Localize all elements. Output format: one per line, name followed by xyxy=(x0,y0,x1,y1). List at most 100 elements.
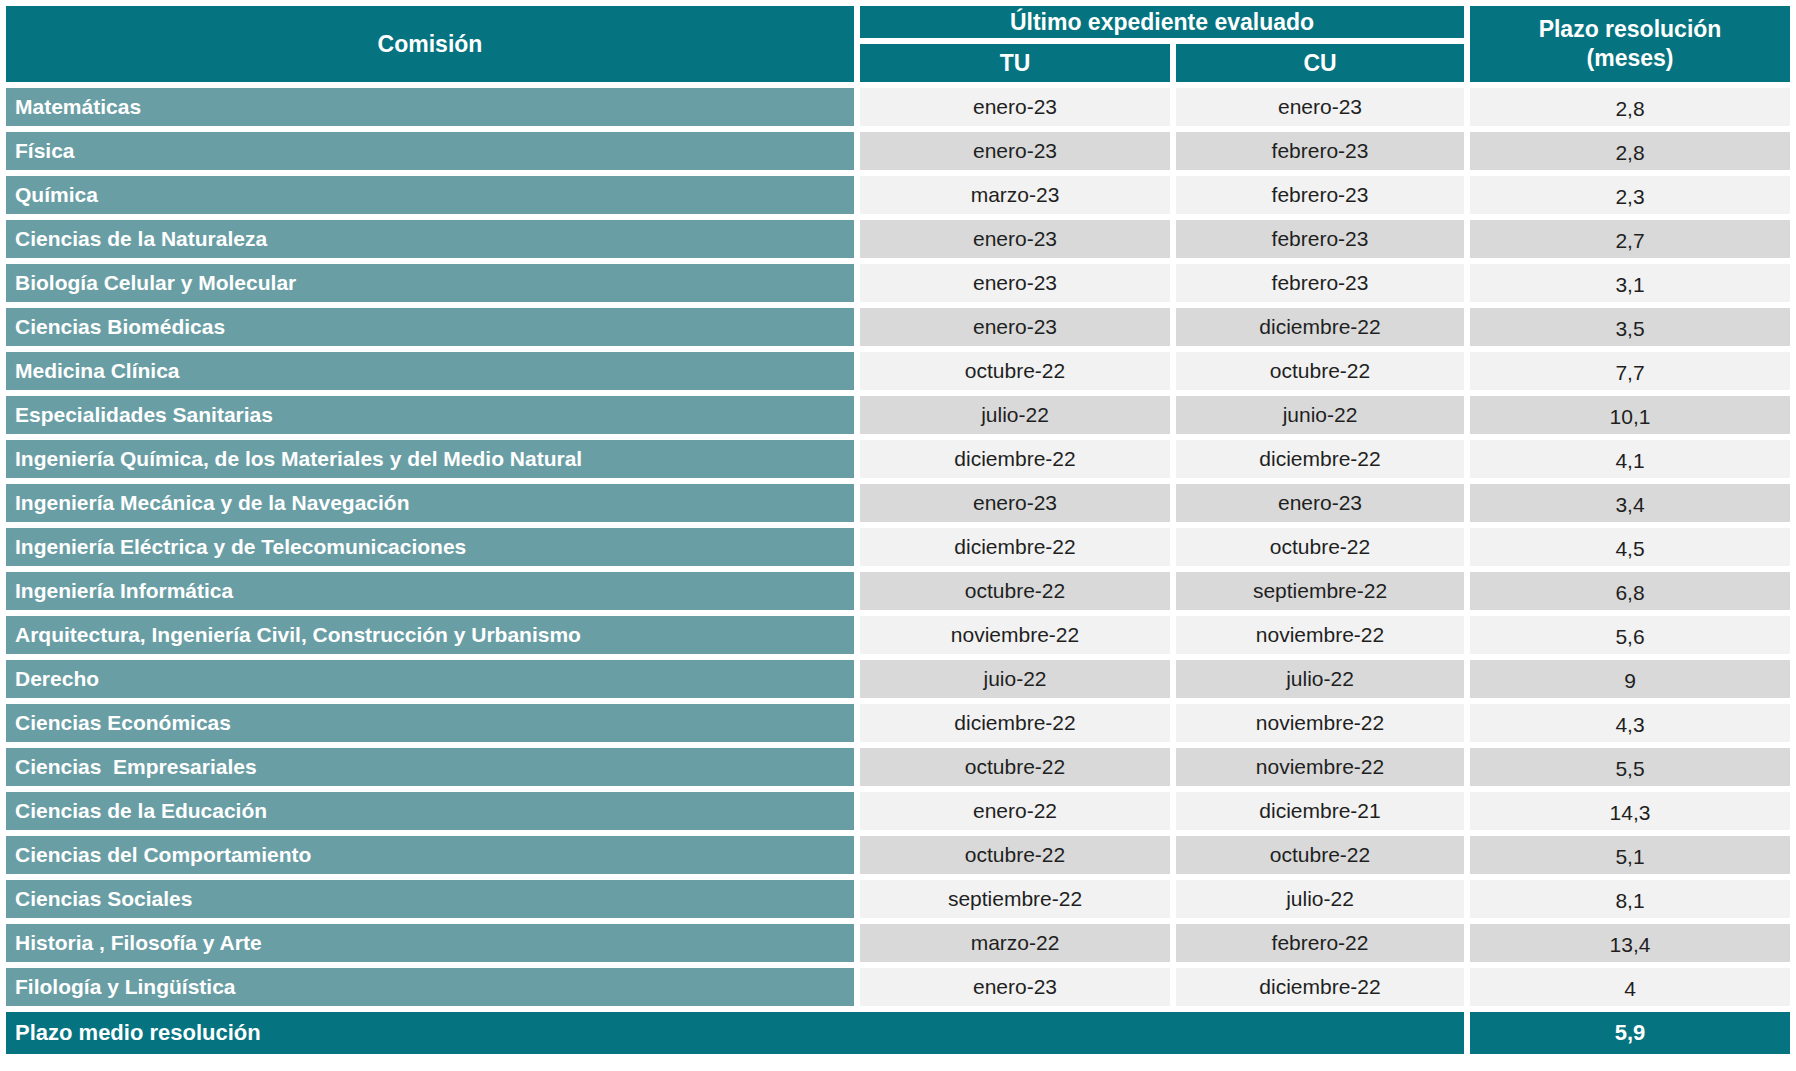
cu-cell: febrero-23 xyxy=(1176,176,1464,214)
plazo-cell: 9 xyxy=(1470,660,1790,698)
table-row: Ciencias del Comportamientooctubre-22oct… xyxy=(6,836,1790,874)
resolution-deadlines-table: Comisión Último expediente evaluado Plaz… xyxy=(0,0,1796,1060)
plazo-cell: 2,8 xyxy=(1470,132,1790,170)
tu-cell: enero-22 xyxy=(860,792,1170,830)
cu-cell: octubre-22 xyxy=(1176,528,1464,566)
cu-cell: octubre-22 xyxy=(1176,836,1464,874)
cu-cell: noviembre-22 xyxy=(1176,704,1464,742)
cu-cell: diciembre-22 xyxy=(1176,440,1464,478)
comision-cell: Ciencias Biomédicas xyxy=(6,308,854,346)
tu-cell: enero-23 xyxy=(860,484,1170,522)
column-header-ultimo-expediente: Último expediente evaluado xyxy=(860,6,1464,38)
comision-cell: Ciencias Empresariales xyxy=(6,748,854,786)
cu-cell: noviembre-22 xyxy=(1176,748,1464,786)
table-row: Ciencias Biomédicasenero-23diciembre-223… xyxy=(6,308,1790,346)
cu-cell: febrero-22 xyxy=(1176,924,1464,962)
column-header-cu: CU xyxy=(1176,44,1464,82)
tu-cell: enero-23 xyxy=(860,264,1170,302)
comision-cell: Ciencias de la Educación xyxy=(6,792,854,830)
table-row: Ingeniería Eléctrica y de Telecomunicaci… xyxy=(6,528,1790,566)
plazo-cell: 4 xyxy=(1470,968,1790,1006)
plazo-cell: 2,8 xyxy=(1470,88,1790,126)
comision-cell: Especialidades Sanitarias xyxy=(6,396,854,434)
tu-cell: octubre-22 xyxy=(860,836,1170,874)
comision-cell: Derecho xyxy=(6,660,854,698)
cu-cell: junio-22 xyxy=(1176,396,1464,434)
comision-cell: Ciencias de la Naturaleza xyxy=(6,220,854,258)
comision-cell: Ciencias Económicas xyxy=(6,704,854,742)
plazo-cell: 4,1 xyxy=(1470,440,1790,478)
plazo-cell: 13,4 xyxy=(1470,924,1790,962)
cu-cell: octubre-22 xyxy=(1176,352,1464,390)
comision-cell: Ingeniería Informática xyxy=(6,572,854,610)
comision-cell: Física xyxy=(6,132,854,170)
cu-cell: julio-22 xyxy=(1176,880,1464,918)
plazo-cell: 2,7 xyxy=(1470,220,1790,258)
table-row: Historia , Filosofía y Artemarzo-22febre… xyxy=(6,924,1790,962)
tu-cell: octubre-22 xyxy=(860,352,1170,390)
cu-cell: febrero-23 xyxy=(1176,264,1464,302)
tu-cell: enero-23 xyxy=(860,968,1170,1006)
table-row: Ingeniería Química, de los Materiales y … xyxy=(6,440,1790,478)
comision-cell: Medicina Clínica xyxy=(6,352,854,390)
table-row: Filología y Lingüísticaenero-23diciembre… xyxy=(6,968,1790,1006)
tu-cell: enero-23 xyxy=(860,88,1170,126)
cu-cell: septiembre-22 xyxy=(1176,572,1464,610)
table-row: Ciencias de la Educaciónenero-22diciembr… xyxy=(6,792,1790,830)
table-row: Físicaenero-23febrero-232,8 xyxy=(6,132,1790,170)
plazo-cell: 5,1 xyxy=(1470,836,1790,874)
tu-cell: marzo-23 xyxy=(860,176,1170,214)
plazo-cell: 3,4 xyxy=(1470,484,1790,522)
comision-cell: Matemáticas xyxy=(6,88,854,126)
table-header: Comisión Último expediente evaluado Plaz… xyxy=(6,6,1790,82)
tu-cell: diciembre-22 xyxy=(860,440,1170,478)
cu-cell: diciembre-22 xyxy=(1176,968,1464,1006)
plazo-cell: 3,5 xyxy=(1470,308,1790,346)
cu-cell: enero-23 xyxy=(1176,88,1464,126)
table-body: Matemáticasenero-23enero-232,8Físicaener… xyxy=(6,88,1790,1006)
comision-cell: Filología y Lingüística xyxy=(6,968,854,1006)
table-row: Químicamarzo-23febrero-232,3 xyxy=(6,176,1790,214)
plazo-cell: 2,3 xyxy=(1470,176,1790,214)
tu-cell: diciembre-22 xyxy=(860,528,1170,566)
comision-cell: Biología Celular y Molecular xyxy=(6,264,854,302)
table-row: Ciencias Empresarialesoctubre-22noviembr… xyxy=(6,748,1790,786)
comision-cell: Ciencias del Comportamiento xyxy=(6,836,854,874)
tu-cell: marzo-22 xyxy=(860,924,1170,962)
table-row: Biología Celular y Molecularenero-23febr… xyxy=(6,264,1790,302)
comision-cell: Ciencias Sociales xyxy=(6,880,854,918)
tu-cell: octubre-22 xyxy=(860,748,1170,786)
cu-cell: febrero-23 xyxy=(1176,132,1464,170)
cu-cell: diciembre-22 xyxy=(1176,308,1464,346)
column-header-tu: TU xyxy=(860,44,1170,82)
table-row: Medicina Clínicaoctubre-22octubre-227,7 xyxy=(6,352,1790,390)
plazo-cell: 5,6 xyxy=(1470,616,1790,654)
tu-cell: noviembre-22 xyxy=(860,616,1170,654)
table-row: Especialidades Sanitariasjulio-22junio-2… xyxy=(6,396,1790,434)
table-row: Derechojuio-22julio-229 xyxy=(6,660,1790,698)
plazo-header-line1: Plazo resolución xyxy=(1470,15,1790,44)
footer-average-value: 5,9 xyxy=(1470,1012,1790,1054)
comision-cell: Química xyxy=(6,176,854,214)
tu-cell: diciembre-22 xyxy=(860,704,1170,742)
tu-cell: enero-23 xyxy=(860,132,1170,170)
table-footer: Plazo medio resolución 5,9 xyxy=(6,1012,1790,1054)
tu-cell: enero-23 xyxy=(860,220,1170,258)
table-row: Ingeniería Mecánica y de la Navegaciónen… xyxy=(6,484,1790,522)
plazo-cell: 4,5 xyxy=(1470,528,1790,566)
plazo-header-line2: (meses) xyxy=(1470,44,1790,73)
plazo-cell: 14,3 xyxy=(1470,792,1790,830)
cu-cell: noviembre-22 xyxy=(1176,616,1464,654)
column-header-plazo-resolucion: Plazo resolución (meses) xyxy=(1470,6,1790,82)
comision-cell: Historia , Filosofía y Arte xyxy=(6,924,854,962)
tu-cell: juio-22 xyxy=(860,660,1170,698)
comision-cell: Arquitectura, Ingeniería Civil, Construc… xyxy=(6,616,854,654)
comision-cell: Ingeniería Mecánica y de la Navegación xyxy=(6,484,854,522)
column-header-comision: Comisión xyxy=(6,6,854,82)
plazo-cell: 5,5 xyxy=(1470,748,1790,786)
plazo-cell: 3,1 xyxy=(1470,264,1790,302)
table-row: Arquitectura, Ingeniería Civil, Construc… xyxy=(6,616,1790,654)
cu-cell: diciembre-21 xyxy=(1176,792,1464,830)
plazo-cell: 4,3 xyxy=(1470,704,1790,742)
tu-cell: julio-22 xyxy=(860,396,1170,434)
